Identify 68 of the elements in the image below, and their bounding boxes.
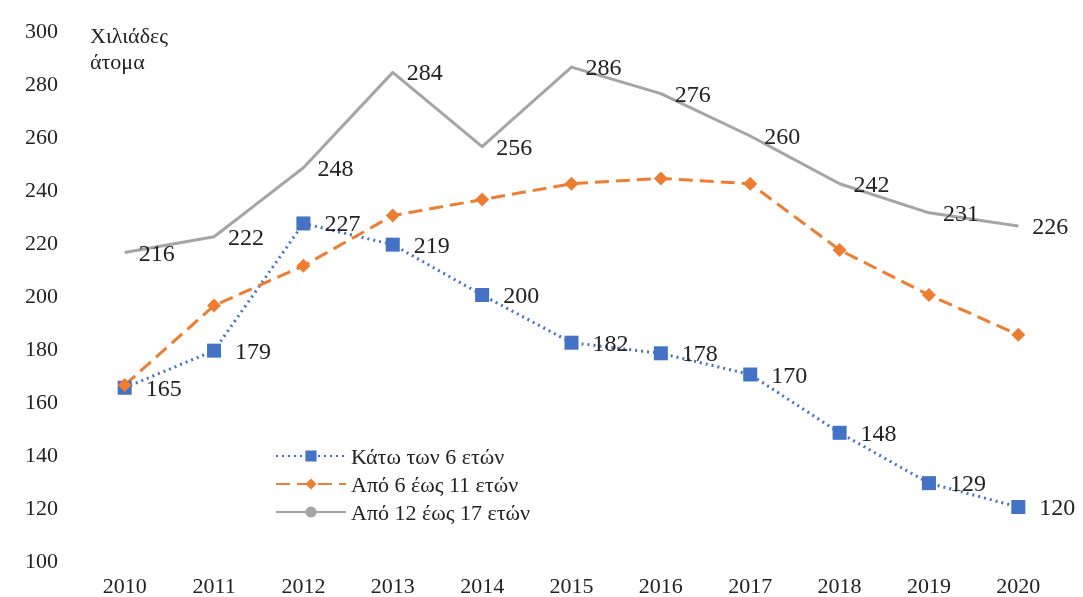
point — [653, 171, 668, 186]
y-tick-label: 140 — [25, 441, 58, 467]
point — [832, 425, 847, 440]
data-label: 284 — [406, 59, 443, 86]
y-tick-label: 200 — [25, 282, 58, 308]
x-tick-label: 2019 — [906, 572, 951, 597]
point — [743, 367, 758, 382]
data-label: 286 — [585, 54, 622, 81]
x-tick-label: 2010 — [102, 572, 147, 597]
data-label: 248 — [317, 154, 354, 181]
data-label: 178 — [681, 340, 718, 367]
point — [564, 335, 579, 350]
data-label: 170 — [771, 361, 808, 388]
x-tick-label: 2017 — [728, 572, 773, 597]
x-tick-label: 2018 — [817, 572, 862, 597]
data-label: 227 — [324, 210, 361, 237]
legend-label: Κάτω των 6 ετών — [351, 443, 505, 469]
point — [207, 298, 222, 313]
data-label: 120 — [1039, 494, 1076, 520]
y-tick-label: 260 — [25, 123, 58, 149]
legend-label: Από 12 έως 17 ετών — [351, 499, 530, 525]
data-label: 276 — [674, 80, 711, 107]
point — [832, 242, 847, 257]
x-tick-label: 2012 — [281, 572, 326, 597]
point — [296, 216, 311, 231]
x-tick-label: 2015 — [549, 572, 594, 597]
y-tick-label: 100 — [25, 547, 58, 573]
point — [653, 346, 668, 361]
legend-label: Από 6 έως 11 ετών — [351, 471, 519, 497]
x-tick-label: 2013 — [370, 572, 415, 597]
data-label: 129 — [949, 470, 986, 497]
point — [475, 192, 490, 207]
data-label: 242 — [853, 170, 890, 197]
y-tick-label: 300 — [25, 17, 58, 43]
data-label: 219 — [413, 231, 450, 258]
y-tick-label: 160 — [25, 388, 58, 414]
data-label: 216 — [138, 239, 175, 266]
point — [921, 476, 936, 491]
data-label: 226 — [1032, 213, 1069, 240]
point — [1011, 327, 1026, 342]
x-tick-label: 2014 — [460, 572, 505, 597]
y-tick-label: 280 — [25, 70, 58, 96]
point — [207, 343, 222, 358]
point — [564, 176, 579, 191]
y-tick-label: 180 — [25, 335, 58, 361]
y-tick-label: 120 — [25, 494, 58, 520]
data-label: 200 — [503, 282, 540, 308]
data-label: 260 — [764, 123, 801, 149]
data-label: 182 — [592, 329, 629, 356]
point — [1011, 500, 1026, 514]
data-label: 222 — [228, 223, 265, 250]
point — [385, 237, 400, 252]
point — [296, 258, 311, 273]
point — [921, 288, 936, 302]
data-label: 231 — [942, 199, 979, 226]
data-label: 179 — [235, 337, 272, 364]
point — [385, 208, 400, 223]
data-label: 148 — [860, 419, 897, 446]
y-tick-label: 240 — [25, 176, 58, 202]
y-axis-title: Χιλιάδες άτομα — [90, 22, 169, 74]
x-tick-label: 2016 — [638, 572, 683, 597]
x-tick-label: 2020 — [996, 572, 1041, 597]
x-tick-label: 2011 — [192, 572, 236, 597]
data-label: 165 — [145, 374, 182, 401]
point — [475, 288, 490, 302]
point — [743, 176, 758, 191]
y-tick-label: 220 — [25, 229, 58, 255]
data-label: 256 — [496, 133, 533, 160]
